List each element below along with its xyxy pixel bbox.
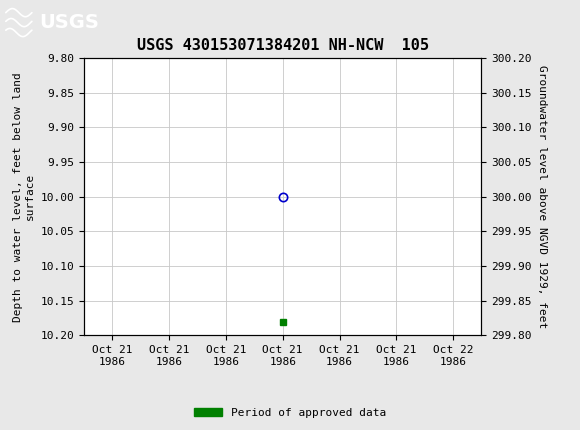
Text: USGS: USGS — [39, 13, 99, 32]
Legend: Period of approved data: Period of approved data — [190, 403, 390, 422]
Title: USGS 430153071384201 NH-NCW  105: USGS 430153071384201 NH-NCW 105 — [137, 38, 429, 53]
Y-axis label: Groundwater level above NGVD 1929, feet: Groundwater level above NGVD 1929, feet — [537, 65, 547, 329]
Y-axis label: Depth to water level, feet below land
surface: Depth to water level, feet below land su… — [13, 72, 35, 322]
Bar — [5, 3, 35, 42]
